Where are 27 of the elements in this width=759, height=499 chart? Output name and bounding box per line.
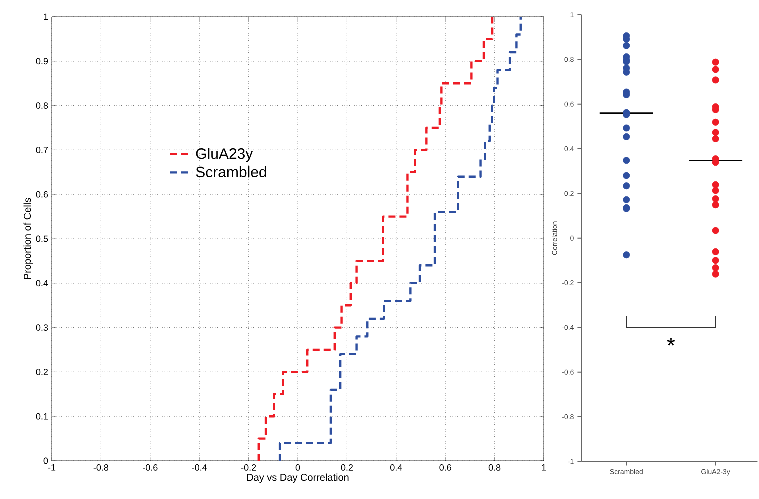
y-tick-label: 0.6 (36, 191, 48, 198)
x-tick-label: 0.4 (390, 464, 402, 471)
x-tick-label: 0.2 (341, 464, 354, 471)
x-tick-label: -0.4 (192, 464, 208, 471)
x-tick-label: -0.2 (241, 464, 256, 471)
y-tick-label: 0.3 (36, 324, 48, 331)
x-tick-label: 0.8 (488, 464, 501, 471)
x-tick-label: -1 (48, 464, 56, 471)
y-tick-label: 0 (44, 458, 48, 464)
x-tick-label: 0 (296, 464, 300, 471)
y-tick-label: 0.5 (36, 236, 48, 242)
y-tick-label: 1 (44, 14, 48, 20)
y-tick-label: 0.2 (36, 369, 48, 376)
y-tick-label: 0.9 (36, 58, 48, 65)
x-tick-label: 1 (542, 464, 546, 471)
x-axis-title: Day vs Day Correlation (247, 474, 349, 484)
y-tick-label: 0.7 (36, 147, 48, 154)
x-tick-label: 0.6 (440, 464, 452, 471)
legend-label: Scrambled (196, 166, 266, 178)
y-tick-label: 0.1 (36, 413, 48, 420)
y-tick-label: 0.8 (36, 102, 48, 109)
annotation: * (667, 338, 676, 346)
legend-label: GluA23y (196, 148, 254, 162)
y-tick-label: 0.4 (36, 280, 48, 287)
x-tick-label: -0.6 (143, 464, 158, 471)
y-axis-title: Proportion of Cells (24, 198, 34, 280)
x-tick-label: -0.8 (94, 464, 109, 471)
